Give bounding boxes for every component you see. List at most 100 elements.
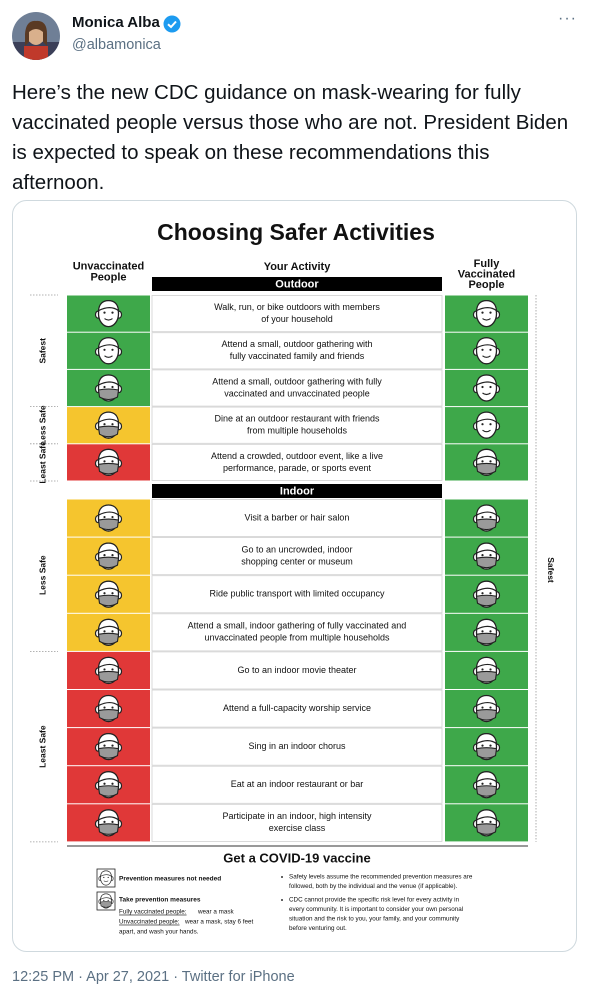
face-eye	[111, 820, 114, 823]
face-mouth	[482, 429, 491, 433]
face-eye	[103, 592, 106, 595]
face-mask	[100, 901, 112, 908]
face-eye	[111, 706, 114, 709]
face-icon	[472, 411, 501, 439]
face-hair	[475, 809, 498, 822]
face-eye	[489, 423, 492, 426]
activity-text: Attend a small, indoor gathering of full…	[188, 621, 407, 631]
face-mask	[97, 670, 120, 683]
face-hair	[97, 771, 120, 784]
face-hair	[475, 374, 498, 387]
activity-text: Go to an uncrowded, indoor	[241, 545, 352, 555]
face-mask	[475, 823, 498, 835]
face-icon	[98, 893, 114, 909]
tweet-footer: 12:25 PM · Apr 27, 2021 · Twitter for iP…	[12, 969, 295, 985]
author-handle[interactable]: @albamonica	[72, 37, 161, 53]
face-hair	[475, 337, 498, 350]
activity-text: of your household	[261, 314, 333, 324]
activity-cell	[151, 727, 443, 766]
activity-text: unvaccinated people from multiple househ…	[204, 633, 390, 643]
face-mask	[475, 709, 498, 721]
face-icon	[472, 580, 501, 608]
face-mask	[97, 785, 120, 797]
face-mouth	[482, 392, 491, 396]
face-icon	[94, 411, 123, 439]
activity-cell	[151, 613, 443, 652]
face-mask	[475, 462, 498, 475]
face-eye	[107, 899, 109, 902]
face-eye	[103, 668, 106, 671]
face-hair	[97, 504, 120, 517]
face-eye	[481, 706, 484, 709]
legend-face	[98, 870, 114, 886]
more-button[interactable]: ···	[558, 10, 577, 27]
face-eye	[103, 899, 105, 902]
activity-text: Eat at an indoor restaurant or bar	[231, 779, 364, 789]
legend-label: Fully vaccinated people:	[119, 909, 187, 916]
face-eye	[111, 460, 114, 463]
face-eye	[489, 668, 492, 671]
activity-text: Attend a small, outdoor gathering with f…	[212, 376, 382, 386]
face-eye	[489, 706, 492, 709]
column-header: People	[468, 279, 504, 291]
face-mask	[97, 388, 120, 401]
activity-cell	[151, 443, 443, 481]
face-eye	[489, 820, 492, 823]
face-hair	[97, 411, 120, 424]
face-eye	[481, 423, 484, 426]
legend-text: wear a mask, stay 6 feet	[184, 919, 253, 926]
face-mask	[475, 518, 498, 531]
column-header: Fully	[474, 258, 501, 270]
face-icon	[472, 448, 501, 477]
face-eye	[489, 311, 492, 314]
face-icon	[94, 694, 123, 723]
activity-cell	[151, 369, 443, 407]
face-mask	[475, 747, 498, 759]
author-name[interactable]: Monica Alba	[72, 14, 160, 31]
side-label: Less Safe	[37, 405, 47, 445]
face-eye	[103, 554, 106, 557]
face-eye	[489, 630, 492, 633]
face-eye	[481, 592, 484, 595]
face-hair	[475, 542, 498, 555]
section-label: Outdoor	[275, 278, 319, 290]
face-eye	[111, 782, 114, 785]
face-eye	[111, 554, 114, 557]
face-mask	[97, 632, 120, 645]
face-mask	[97, 518, 120, 531]
legend-text: wear a mask	[197, 909, 235, 916]
face-hair	[475, 771, 498, 784]
face-icon	[94, 504, 123, 532]
activity-cell	[151, 406, 443, 444]
face-hair	[97, 733, 120, 745]
face-hair	[97, 542, 120, 555]
face-hair	[97, 618, 120, 631]
face-hair	[475, 656, 498, 669]
face-eye	[481, 744, 484, 747]
face-icon	[472, 656, 501, 685]
infographic-title: Choosing Safer Activities	[157, 219, 435, 245]
face-eye	[111, 592, 114, 595]
face-eye	[489, 348, 492, 351]
activity-cell	[151, 803, 443, 842]
avatar[interactable]	[12, 12, 60, 60]
face-icon	[472, 694, 501, 723]
face-hair	[475, 694, 498, 707]
face-mouth	[104, 355, 113, 358]
activity-text: Ride public transport with limited occup…	[209, 589, 385, 599]
face-eye	[107, 876, 109, 879]
face-hair	[97, 656, 120, 669]
face-mask	[97, 747, 120, 759]
face-eye	[489, 592, 492, 595]
face-icon	[472, 504, 501, 532]
face-hair	[475, 504, 498, 517]
face-hair	[475, 580, 498, 593]
activity-text: performance, parade, or sports event	[223, 463, 372, 473]
face-eye	[103, 385, 106, 389]
face-icon	[472, 542, 501, 570]
face-icon	[94, 448, 123, 477]
activity-text: exercise class	[269, 823, 326, 833]
face-eye	[103, 460, 106, 463]
